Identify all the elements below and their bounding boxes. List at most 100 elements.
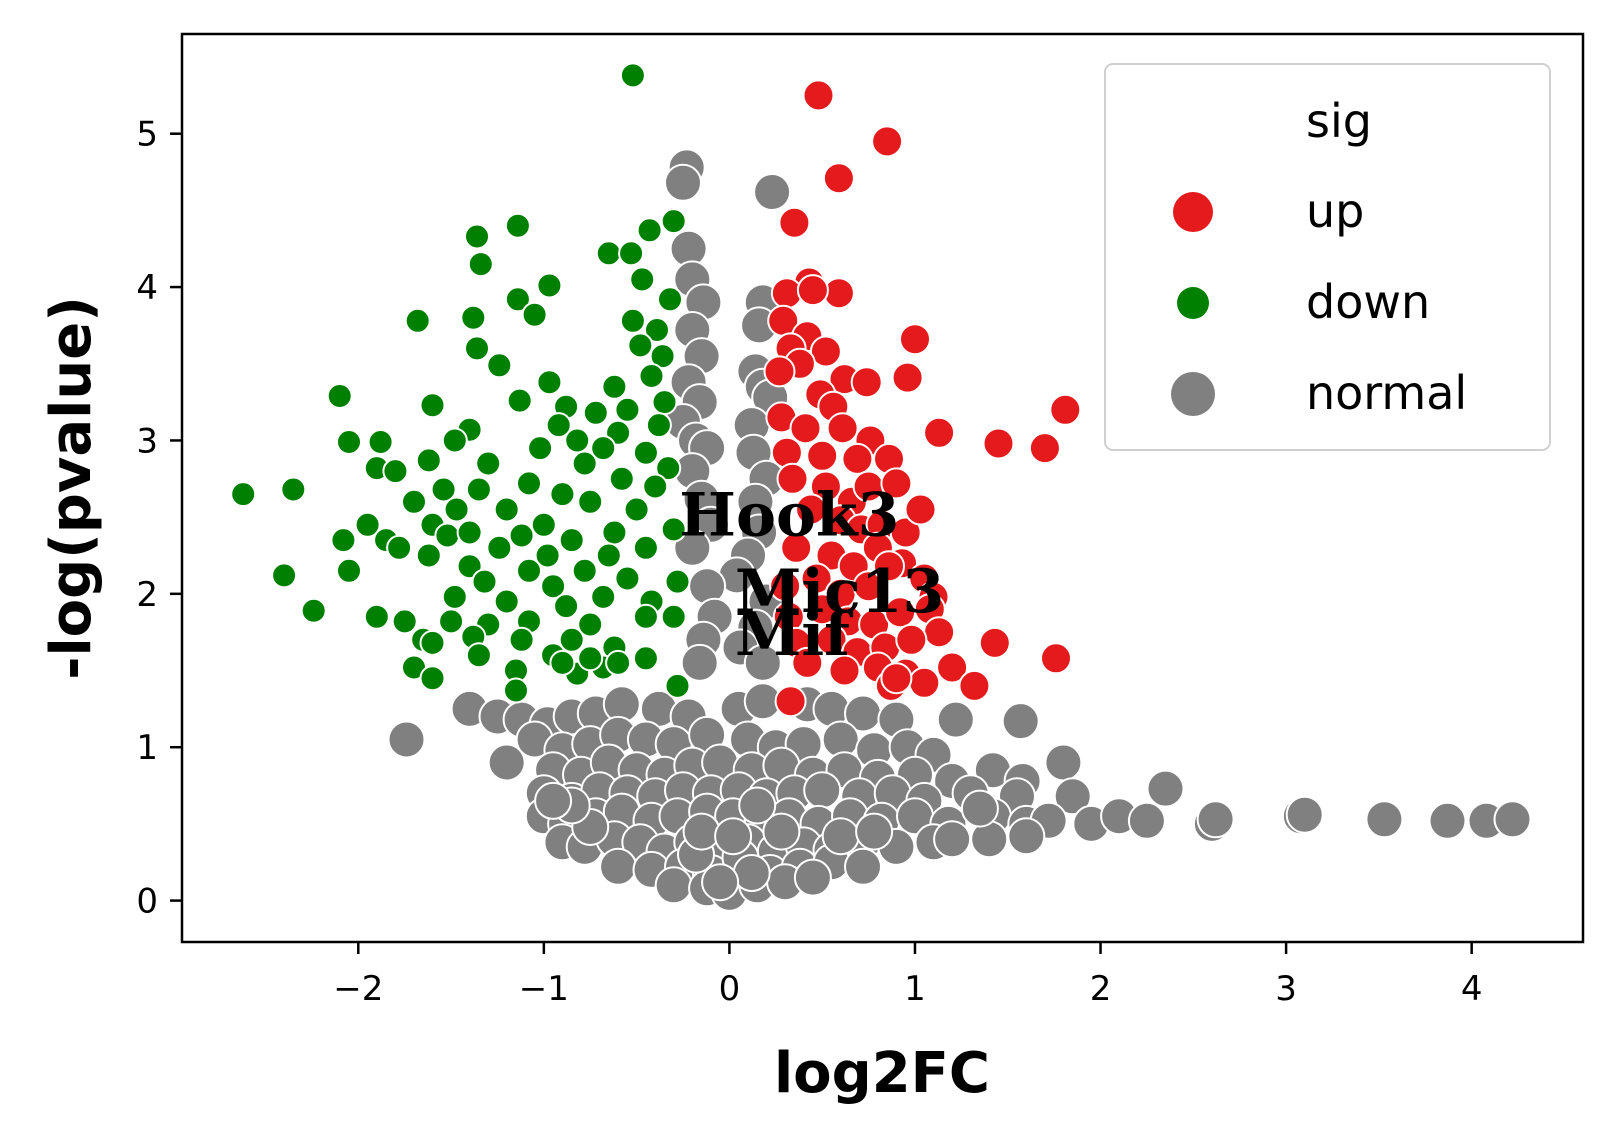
point-down xyxy=(486,534,513,561)
point-down xyxy=(503,677,529,704)
point-down xyxy=(367,429,394,455)
point-down xyxy=(632,439,659,466)
point-normal xyxy=(599,847,638,886)
point-down xyxy=(651,389,678,416)
point-down xyxy=(660,603,687,630)
point-up xyxy=(871,125,904,158)
x-tick-label: 3 xyxy=(1275,969,1297,1009)
legend-title: sig xyxy=(1306,94,1372,148)
point-down xyxy=(619,62,646,89)
point-down xyxy=(354,511,381,538)
legend: sig up down normal xyxy=(1104,63,1551,451)
point-down xyxy=(664,568,691,595)
point-down xyxy=(590,583,617,610)
point-down xyxy=(645,412,672,439)
point-down xyxy=(571,450,598,477)
point-down xyxy=(430,476,457,503)
point-down xyxy=(382,458,409,485)
point-down xyxy=(601,373,628,400)
point-up xyxy=(1028,432,1061,465)
y-tick-label: 3 xyxy=(136,421,158,461)
point-down xyxy=(280,476,307,503)
y-tick-label: 2 xyxy=(136,575,158,615)
legend-marker-up xyxy=(1173,192,1213,232)
point-down xyxy=(638,363,665,389)
point-normal xyxy=(821,817,860,856)
point-normal xyxy=(387,720,426,759)
data-points xyxy=(230,62,1532,912)
point-normal xyxy=(738,786,777,825)
point-normal xyxy=(1053,777,1092,816)
x-tick-label: 1 xyxy=(904,969,926,1009)
point-normal xyxy=(844,847,882,886)
point-up xyxy=(802,79,835,112)
point-up xyxy=(822,162,855,195)
point-down xyxy=(386,534,413,561)
point-down xyxy=(540,573,567,600)
point-up xyxy=(774,685,807,718)
point-down xyxy=(664,672,691,699)
point-down xyxy=(536,272,563,299)
point-up xyxy=(776,462,809,495)
point-down xyxy=(493,496,520,523)
point-normal xyxy=(1196,800,1235,839)
point-up xyxy=(806,593,839,626)
point-up xyxy=(796,274,829,307)
point-down xyxy=(577,645,604,672)
point-up xyxy=(828,654,861,687)
point-down xyxy=(506,387,533,414)
point-up xyxy=(806,439,839,472)
point-down xyxy=(632,645,659,672)
point-down xyxy=(590,435,617,462)
point-down xyxy=(230,481,257,508)
point-down xyxy=(438,608,465,635)
point-normal xyxy=(1007,817,1046,856)
point-normal xyxy=(1127,801,1166,840)
point-up xyxy=(780,531,813,564)
point-down xyxy=(636,217,663,244)
point-up xyxy=(873,550,905,583)
point-down xyxy=(545,412,572,439)
point-down xyxy=(595,542,622,569)
point-normal xyxy=(534,781,573,820)
point-down xyxy=(632,603,659,630)
point-up xyxy=(852,570,885,603)
point-down xyxy=(336,557,362,584)
point-down xyxy=(326,383,353,409)
point-down xyxy=(655,455,682,482)
series-down xyxy=(230,62,691,704)
point-up xyxy=(904,493,937,526)
point-down xyxy=(516,557,542,584)
point-down xyxy=(467,251,494,278)
point-down xyxy=(415,447,442,474)
point-up xyxy=(880,467,913,500)
point-up xyxy=(826,412,859,445)
point-down xyxy=(549,649,576,676)
point-down xyxy=(419,629,446,656)
point-down xyxy=(508,522,535,549)
annotation-label: Hook3 xyxy=(679,481,899,551)
point-down xyxy=(614,396,641,423)
point-normal xyxy=(803,771,842,810)
legend-marker-normal xyxy=(1171,372,1215,416)
point-down xyxy=(605,649,632,676)
point-down xyxy=(443,496,470,523)
point-down xyxy=(508,626,535,653)
y-tick-label: 5 xyxy=(136,115,158,155)
point-down xyxy=(527,435,554,462)
point-normal xyxy=(753,173,792,211)
point-down xyxy=(434,522,461,549)
point-up xyxy=(809,470,842,503)
point-up xyxy=(1040,642,1072,675)
point-up xyxy=(895,623,928,656)
point-down xyxy=(619,307,646,334)
point-normal xyxy=(960,789,999,828)
point-down xyxy=(534,542,561,569)
point-normal xyxy=(1365,800,1404,839)
series-normal xyxy=(387,148,1532,912)
point-down xyxy=(649,343,676,370)
point-up xyxy=(769,570,802,603)
point-up xyxy=(841,442,874,475)
point-down xyxy=(336,429,362,455)
